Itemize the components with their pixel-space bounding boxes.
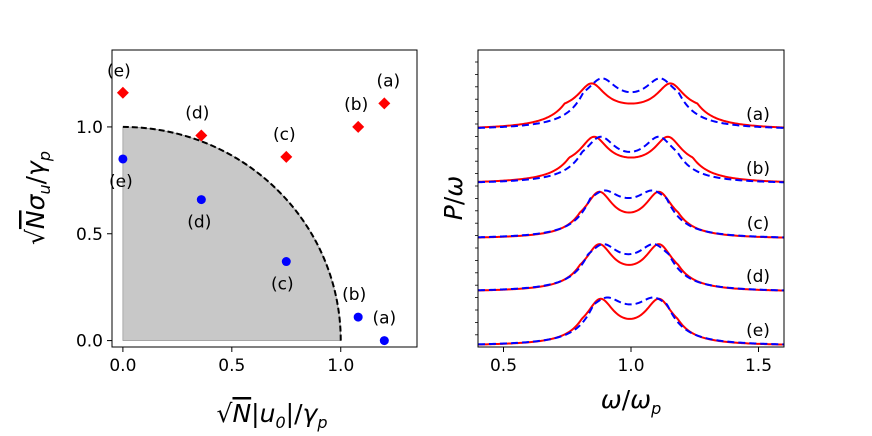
shaded-region <box>122 126 342 341</box>
spectra-x-axis-label: ω/ωp <box>601 385 661 418</box>
dashed-spectrum-curve <box>477 189 785 239</box>
red-diamond-point <box>195 129 208 142</box>
scatter-axes-frame <box>111 49 418 348</box>
solid-spectrum-curve <box>477 82 785 129</box>
spectra-x-tick-label: 0.5 <box>490 356 517 376</box>
spectra-x-tick-label: 1.0 <box>617 356 644 376</box>
spectrum-label: (c) <box>747 214 770 234</box>
red-point-label: (e) <box>107 62 131 82</box>
blue-point-label: (c) <box>271 275 294 295</box>
red-point-label: (c) <box>273 125 296 145</box>
solid-spectrum-curve <box>477 297 785 346</box>
blue-circle-point <box>379 336 389 346</box>
solid-spectrum-curve <box>477 243 785 292</box>
blue-point-label: (b) <box>342 285 366 305</box>
scatter-y-tick-label: 1.0 <box>76 118 103 138</box>
spectrum-label: (a) <box>746 105 770 125</box>
red-point-label: (d) <box>185 103 209 123</box>
scatter-x-tick-label: 0.0 <box>109 356 136 376</box>
scatter-plot-area: (a) (b) (c) (d) (e) (a) (b) (c) (d) (e) <box>107 62 400 346</box>
scatter-axes: 0.0 0.5 1.0 0.0 0.5 1.0 <box>76 118 354 376</box>
blue-circle-point <box>353 312 363 322</box>
blue-point-label: (d) <box>187 213 211 233</box>
blue-point-label: (a) <box>372 309 396 329</box>
scatter-y-tick-label: 0.5 <box>76 225 103 245</box>
blue-circle-point <box>196 195 206 205</box>
dashed-spectrum-curve <box>477 296 785 346</box>
scatter-x-axis-label: √N|u0|/γp <box>217 399 328 432</box>
dashed-boundary <box>122 125 342 341</box>
scatter-x-tick-label: 0.5 <box>218 356 245 376</box>
scatter-panel: (a) (b) (c) (d) (e) (a) (b) (c) (d) (e) 0.0 0.5 1.0… <box>21 49 418 432</box>
dashed-spectrum-curve <box>477 243 785 292</box>
scatter-y-axis-label: √Nσu/γp <box>21 151 54 245</box>
spectra-axes: 0.5 1.0 1.5 <box>475 61 772 376</box>
spectra-x-tick-label: 1.5 <box>745 356 772 376</box>
scatter-x-tick-label: 1.0 <box>327 356 354 376</box>
spectrum-label: (d) <box>746 267 770 287</box>
scatter-y-tick-label: 0.0 <box>76 332 103 352</box>
red-point-label: (b) <box>344 95 368 115</box>
dashed-spectrum-curve <box>477 77 785 129</box>
blue-circle-point <box>118 154 128 164</box>
red-diamond-point <box>116 86 129 99</box>
spectra-y-axis-label: P/ω <box>439 176 468 220</box>
red-diamond-point <box>378 97 391 110</box>
solid-spectrum-curve <box>477 135 785 183</box>
blue-circle-point <box>281 257 291 267</box>
blue-point-label: (e) <box>109 172 133 192</box>
spectrum-label: (e) <box>746 321 770 341</box>
spectra-panel: (a) (b) (c) (d) (e) 0.5 1.0 1.5 ω/ωp P/ω <box>439 49 785 418</box>
red-diamond-point <box>280 150 293 163</box>
spectra-plot-area: (a) (b) (c) (d) (e) <box>477 77 785 346</box>
dashed-spectrum-curve <box>477 135 785 184</box>
red-diamond-point <box>352 120 365 133</box>
spectrum-label: (b) <box>746 159 770 179</box>
red-point-label: (a) <box>376 71 400 91</box>
